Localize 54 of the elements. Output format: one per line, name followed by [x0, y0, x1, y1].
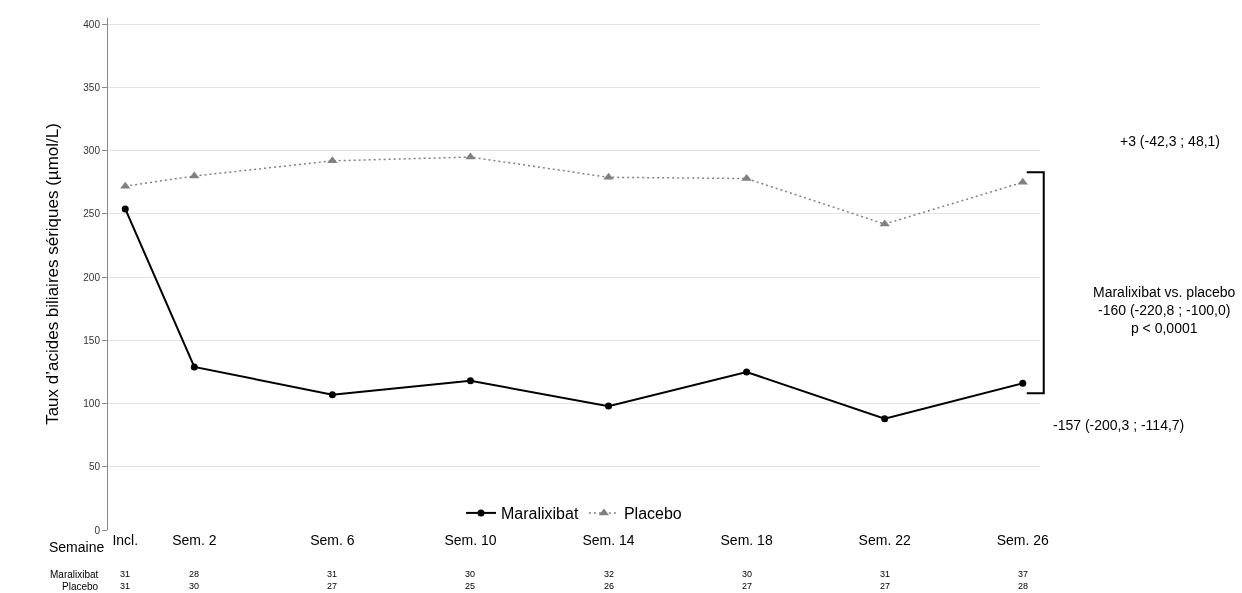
text: 27 [742, 581, 753, 591]
x-tick-label: Sem. 26 [996, 532, 1050, 548]
text: 27 [880, 581, 891, 591]
text: 28 [1018, 581, 1029, 591]
point [1019, 379, 1027, 387]
point [328, 391, 336, 399]
y-axis-title: Taux d’acides biliaires sériques (µmol/L) [42, 123, 62, 425]
y-tick-label: 150 [83, 334, 101, 346]
point [603, 172, 614, 180]
point [605, 402, 613, 410]
text: Maralixibat vs. placebo -160 (-220,8 ; -100,0) p < 0,0001 [1093, 284, 1236, 337]
y-tick-label: 100 [83, 398, 101, 410]
point [1017, 177, 1028, 185]
point [190, 363, 198, 371]
x-tick-label: Sem. 14 [582, 532, 635, 548]
text: 30 [465, 569, 476, 579]
text: 31 [120, 569, 131, 579]
x-tick-label: Sem. 6 [310, 532, 355, 548]
text: 31 [880, 569, 891, 579]
text: Maralixibat [50, 569, 99, 580]
text: 31 [120, 581, 131, 591]
x-tick-label: Sem. 2 [172, 532, 217, 548]
y-tick-label: 0 [94, 524, 101, 536]
text: 30 [742, 569, 753, 579]
point [121, 205, 129, 213]
point [466, 377, 474, 385]
legend-label: Maralixibat [501, 505, 579, 523]
x-tick-label: Sem. 22 [858, 532, 911, 548]
x-tick-label: Incl. [112, 532, 139, 548]
text: 27 [327, 581, 338, 591]
text: 26 [604, 581, 615, 591]
text: 32 [604, 569, 615, 579]
text: 31 [327, 569, 338, 579]
text: 30 [189, 581, 200, 591]
text: 25 [465, 581, 476, 591]
text: -157 (-200,3 ; -114,7) [1053, 417, 1185, 433]
text: 28 [189, 569, 200, 579]
text: 37 [1018, 569, 1029, 579]
point [327, 156, 338, 164]
text: Placebo [62, 581, 99, 592]
point [743, 368, 751, 376]
y-tick-label: 50 [88, 461, 101, 473]
y-tick-label: 300 [83, 145, 101, 157]
x-axis-title: Semaine [49, 539, 105, 555]
point [189, 171, 200, 179]
legend-label: Placebo [623, 505, 682, 523]
y-tick-label: 400 [83, 18, 101, 30]
point [881, 415, 889, 423]
y-tick-label: 200 [83, 271, 101, 283]
x-tick-label: Sem. 10 [444, 532, 497, 548]
y-tick-label: 250 [83, 208, 101, 220]
x-tick-label: Sem. 18 [720, 532, 773, 548]
y-tick-label: 350 [83, 82, 101, 94]
text: +3 (-42,3 ; 48,1) [1120, 133, 1221, 149]
